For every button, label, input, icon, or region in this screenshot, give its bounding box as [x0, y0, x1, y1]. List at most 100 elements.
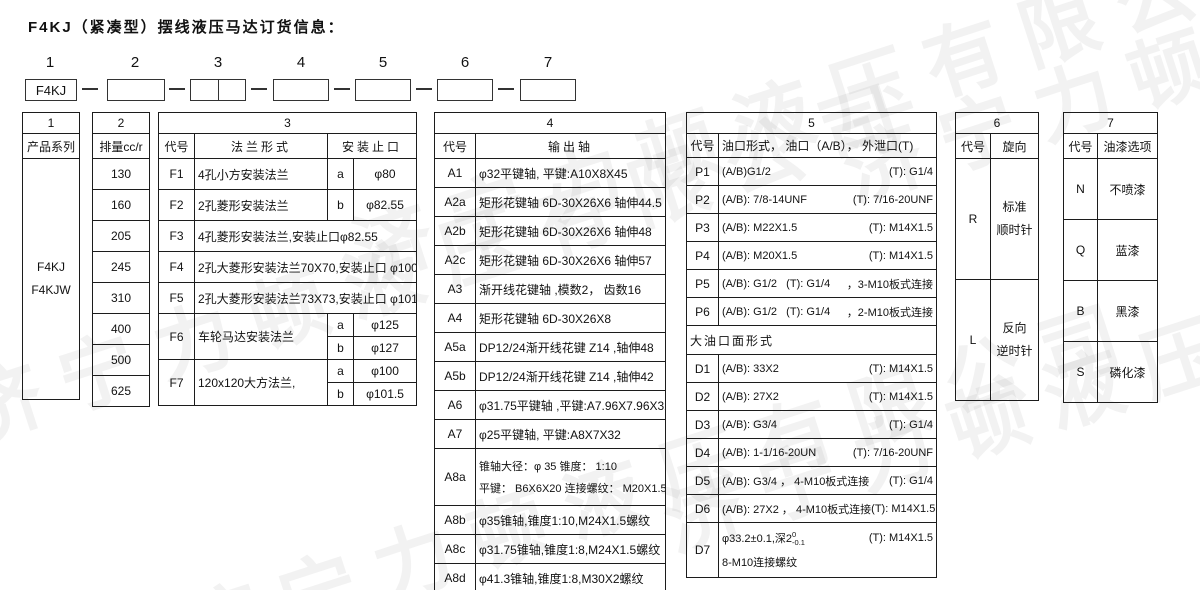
- shaft-desc: 矩形花键轴 6D-30X26X6 轴伸48: [475, 216, 666, 246]
- shaft-desc: φ41.3锥轴,锥度1:8,M30X2螺纹: [475, 563, 666, 590]
- table-row: 代号 输出轴: [434, 133, 666, 159]
- spigot-value: φ80: [353, 158, 417, 190]
- code-box-3: [190, 79, 246, 101]
- code-cell: Q: [1063, 219, 1098, 281]
- port-t: (T): M14X1.5: [868, 221, 933, 234]
- shaft-desc: 矩形花键轴 6D-30X26X8: [475, 303, 666, 333]
- port-t: (T): M14X1.5: [868, 390, 933, 403]
- table-row: 6: [955, 112, 1039, 134]
- table-paint: 7 代号 油漆选项 N 不喷漆 Q 蓝漆 B 黑漆 S 磷化漆: [1063, 112, 1158, 403]
- displacement-value: 160: [92, 189, 150, 221]
- code-dash: [251, 88, 267, 90]
- shaft-desc: 锥轴大径：φ 35 锥度： 1:10 平键： B6X6X20 连接螺纹： M20…: [475, 448, 666, 506]
- table-row: 3: [158, 112, 417, 134]
- port-ab: (A/B): 27X2 ， 4-M10板式连接: [722, 503, 872, 516]
- column-header: 排量cc/r: [92, 133, 150, 159]
- port-cell: (A/B): 7/8-14UNF (T): 7/16-20UNF: [718, 185, 937, 214]
- d7-tol-lower: -0.1: [792, 537, 805, 547]
- port-cell: (A/B): M22X1.5 (T): M14X1.5: [718, 213, 937, 242]
- code-box-3-divider: [218, 80, 219, 100]
- code-cell: F3: [158, 220, 195, 252]
- port-t: (T): G1/4: [888, 418, 933, 431]
- direction-line: 顺时针: [996, 223, 1033, 237]
- port-t: (T): 7/16-20UNF: [852, 446, 933, 459]
- code-box-4: [273, 79, 329, 101]
- table-number: 5: [686, 112, 937, 134]
- displacement-value: 500: [92, 344, 150, 376]
- code-cell: D1: [686, 354, 719, 383]
- code-cell: L: [955, 279, 991, 401]
- table-row: Q 蓝漆: [1063, 219, 1158, 281]
- table-row: B 黑漆: [1063, 280, 1158, 342]
- code-cell: F6: [158, 313, 195, 360]
- column-header-code: 代号: [686, 133, 719, 158]
- code-cell: D3: [686, 410, 719, 439]
- code-cell: A7: [434, 419, 476, 449]
- port-ab: (A/B): M20X1.5: [722, 249, 798, 262]
- port-cell: φ33.2±0.1,深2 0 -0.1 (T): M14X1.5 8-M10连接螺纹: [718, 522, 937, 578]
- port-ab: (A/B): G1/2 (T): G1/4: [722, 277, 831, 290]
- port-ab: (A/B): G1/2 (T): G1/4: [722, 305, 831, 318]
- position-label-6: 6: [460, 54, 470, 71]
- series-value: F4KJ: [36, 260, 65, 275]
- code-cell: P6: [686, 297, 719, 326]
- table-row: S 磷化漆: [1063, 341, 1158, 403]
- port-t: (T): M14X1.5: [868, 362, 933, 375]
- code-cell: A5b: [434, 361, 476, 391]
- shaft-desc: φ31.75锥轴,锥度1:8,M24X1.5螺纹: [475, 534, 666, 564]
- column-header-code: 代号: [1063, 133, 1098, 159]
- shaft-desc-line2: 平键： B6X6X20 连接螺纹： M20X1.5: [479, 483, 666, 495]
- paint-option: 黑漆: [1097, 280, 1158, 342]
- displacement-value: 400: [92, 313, 150, 345]
- port-cell: (A/B): G3/4 ， 4-M10板式连接 (T): G1/4: [718, 466, 937, 495]
- series-cell: F4KJ F4KJW: [22, 158, 80, 400]
- table-row: D4 (A/B): 1-1/16-20UN (T): 7/16-20UNF: [686, 438, 937, 467]
- table-row: 代号 油口形式， 油口（A/B）， 外泄口(T): [686, 133, 937, 158]
- table-row: 7: [1063, 112, 1158, 134]
- code-cell: P2: [686, 185, 719, 214]
- series-value: F4KJW: [31, 283, 71, 297]
- displacement-value: 245: [92, 251, 150, 283]
- table-row: A3 渐开线花键轴 ,模数2， 齿数16: [434, 274, 666, 304]
- spigot-value: φ101.5: [353, 382, 417, 406]
- code-cell: A2b: [434, 216, 476, 246]
- code-cell: R: [955, 158, 991, 280]
- spigot-sub: b: [327, 382, 354, 406]
- column-header-code: 代号: [158, 133, 195, 159]
- flange-desc: 2孔大菱形安装法兰70X70,安装止口 φ100: [194, 251, 417, 283]
- table-row: 5: [686, 112, 937, 134]
- table-number: 7: [1063, 112, 1158, 134]
- code-box-6: [437, 79, 493, 101]
- shaft-desc: φ31.75平键轴 ,平键:A7.96X7.96X32: [475, 390, 666, 420]
- code-cell: A1: [434, 158, 476, 188]
- table-row: P2 (A/B): 7/8-14UNF (T): 7/16-20UNF: [686, 185, 937, 214]
- code-cell: A3: [434, 274, 476, 304]
- column-header-direction: 旋向: [990, 133, 1039, 159]
- code-cell: N: [1063, 158, 1098, 220]
- code-cell: D6: [686, 494, 719, 523]
- table-row: 2: [92, 112, 150, 134]
- position-label-4: 4: [296, 54, 306, 71]
- table-row: A7 φ25平键轴, 平键:A8X7X32: [434, 419, 666, 449]
- spigot-sub: a: [327, 158, 354, 190]
- table-row: D7 φ33.2±0.1,深2 0 -0.1 (T): M14X1.5 8-M10连…: [686, 522, 937, 578]
- position-label-2: 2: [130, 54, 140, 71]
- paint-option: 不喷漆: [1097, 158, 1158, 220]
- port-ab: (A/B): 1-1/16-20UN: [722, 446, 817, 459]
- port-t: (T): G1/4: [888, 165, 933, 178]
- direction-line: 标准: [1002, 200, 1027, 215]
- port-cell: (A/B): G3/4 (T): G1/4: [718, 410, 937, 439]
- port-t: (T): M14X1.5: [868, 532, 933, 544]
- code-cell: D2: [686, 382, 719, 411]
- table-row: 310: [92, 282, 150, 314]
- code-cell: A8d: [434, 563, 476, 590]
- table-number: 2: [92, 112, 150, 134]
- port-ab: φ33.2±0.1,深2 0 -0.1: [722, 530, 805, 547]
- port-ab: (A/B): 33X2: [722, 362, 779, 375]
- direction-line: 逆时针: [996, 344, 1033, 358]
- code-box-7: [520, 79, 576, 101]
- table-row: F4KJ F4KJW: [22, 158, 80, 400]
- table-row: D6 (A/B): 27X2 ， 4-M10板式连接 (T): M14X1.5: [686, 494, 937, 523]
- shaft-desc: φ25平键轴, 平键:A8X7X32: [475, 419, 666, 449]
- table-row: A1 φ32平键轴, 平键:A10X8X45: [434, 158, 666, 188]
